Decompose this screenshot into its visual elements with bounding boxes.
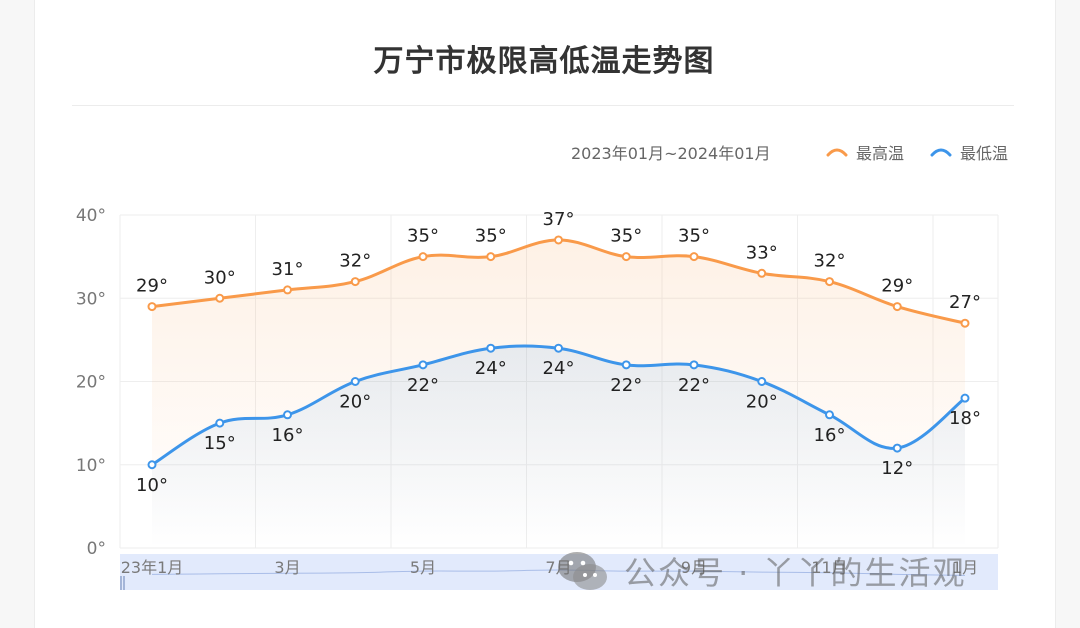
legend-line-icon <box>930 148 952 157</box>
point-max[interactable] <box>350 277 360 287</box>
legend-label-min: 最低温 <box>960 144 1009 163</box>
watermark-text: 公众号 · 丫丫的生活观 <box>624 554 967 592</box>
point-max[interactable] <box>147 302 157 312</box>
point-max[interactable] <box>892 302 902 312</box>
legend-item-max[interactable]: 最高温 <box>826 140 904 164</box>
point-min[interactable] <box>147 460 157 470</box>
point-min[interactable] <box>554 343 563 353</box>
data-label-min: 24° <box>475 358 507 379</box>
chart-title: 万宁市极限高低温走势图 <box>373 44 715 79</box>
data-label-min: 22° <box>407 375 439 396</box>
title-divider <box>72 105 1014 106</box>
point-min[interactable] <box>215 418 225 428</box>
x-tick-label: 1月 <box>952 558 978 577</box>
point-min[interactable] <box>486 343 496 353</box>
y-tick-label: 10° <box>76 456 106 476</box>
point-max[interactable] <box>757 268 767 278</box>
y-tick-label: 30° <box>76 289 106 309</box>
legend-label-max: 最高温 <box>856 144 905 163</box>
data-label-min: 22° <box>610 375 642 396</box>
point-min[interactable] <box>418 360 428 370</box>
data-label-min: 16° <box>272 425 304 446</box>
data-label-max: 35° <box>475 226 507 247</box>
data-label-max: 27° <box>949 292 981 313</box>
data-label-min: 20° <box>339 392 371 413</box>
data-label-max: 35° <box>407 226 439 247</box>
point-max[interactable] <box>825 277 834 287</box>
date-range: 2023年01月~2024年01月 <box>571 144 771 163</box>
data-label-max: 29° <box>881 276 913 297</box>
x-tick-label: 11月 <box>811 558 847 577</box>
data-label-max: 33° <box>746 242 778 263</box>
wechat-icon <box>558 552 607 590</box>
data-label-min: 16° <box>814 425 846 446</box>
point-min[interactable] <box>350 377 360 386</box>
data-label-max: 32° <box>339 251 371 272</box>
data-label-min: 22° <box>678 375 710 396</box>
point-min[interactable] <box>825 410 834 420</box>
data-label-max: 35° <box>610 226 642 247</box>
zoom-handle-left[interactable] <box>120 576 125 590</box>
data-label-max: 31° <box>272 259 304 280</box>
point-max[interactable] <box>621 252 631 262</box>
zoom-slider-track[interactable] <box>120 554 998 590</box>
point-max[interactable] <box>418 252 428 262</box>
point-max[interactable] <box>283 285 292 295</box>
point-min[interactable] <box>757 377 767 386</box>
point-max[interactable] <box>689 252 699 262</box>
x-tick-label: 3月 <box>274 558 300 577</box>
y-tick-label: 40° <box>76 206 106 226</box>
point-max[interactable] <box>960 318 970 328</box>
data-label-max: 35° <box>678 226 710 247</box>
x-tick-label: 23年1月 <box>121 558 184 577</box>
point-min[interactable] <box>283 410 292 420</box>
y-tick-label: 0° <box>87 539 106 559</box>
data-label-max: 37° <box>543 209 575 230</box>
point-max[interactable] <box>486 252 496 262</box>
point-min[interactable] <box>892 443 902 453</box>
x-tick-label: 9月 <box>681 558 707 577</box>
point-min[interactable] <box>621 360 631 370</box>
data-label-min: 20° <box>746 392 778 413</box>
data-label-min: 24° <box>543 358 575 379</box>
data-label-max: 30° <box>204 267 236 288</box>
point-min[interactable] <box>960 393 970 403</box>
point-min[interactable] <box>689 360 699 370</box>
legend-item-min[interactable]: 最低温 <box>930 140 1008 164</box>
area-min <box>152 345 965 548</box>
data-label-max: 29° <box>136 276 168 297</box>
data-label-min: 18° <box>949 408 981 429</box>
x-tick-label: 5月 <box>410 558 436 577</box>
legend-line-icon <box>826 148 848 157</box>
data-label-min: 15° <box>204 433 236 454</box>
y-tick-label: 20° <box>76 373 106 393</box>
point-max[interactable] <box>215 293 225 303</box>
watermark: 公众号 · 丫丫的生活观 <box>556 548 967 594</box>
data-label-min: 10° <box>136 475 168 496</box>
data-label-max: 32° <box>814 251 846 272</box>
point-max[interactable] <box>554 235 563 245</box>
data-label-min: 12° <box>881 458 913 479</box>
